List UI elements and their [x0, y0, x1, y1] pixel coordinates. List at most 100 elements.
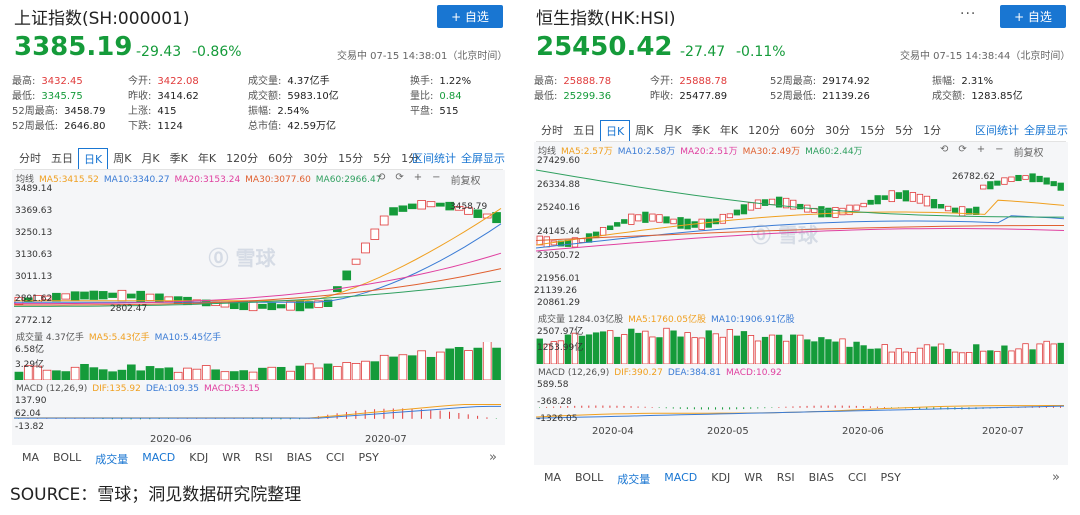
candle: [951, 207, 959, 213]
indicator-more-button[interactable]: »: [489, 450, 497, 465]
redo-icon[interactable]: ⟳: [395, 172, 404, 183]
add-watchlist-button[interactable]: + 自选: [437, 5, 503, 28]
volume-bar: [80, 363, 89, 380]
indicator-成交量[interactable]: 成交量: [617, 473, 651, 486]
tab-60分[interactable]: 60分: [268, 152, 294, 165]
zoom-out-icon[interactable]: −: [995, 144, 1004, 155]
indicator-RSI[interactable]: RSI: [254, 451, 273, 464]
volume-bar: [902, 351, 910, 364]
macd-bar: [158, 418, 160, 420]
macd-bar: [630, 406, 632, 408]
stat-label: 52周最低:: [770, 91, 817, 102]
candle: [70, 291, 80, 301]
tab-年K[interactable]: 年K: [197, 152, 217, 165]
volume-bar: [621, 334, 628, 364]
kline-chart[interactable]: [14, 186, 505, 326]
redo-icon[interactable]: ⟳: [958, 144, 967, 155]
tab-120分[interactable]: 120分: [226, 152, 259, 165]
tab-季K[interactable]: 季K: [169, 152, 188, 165]
tab-五日[interactable]: 五日: [51, 152, 73, 165]
tab-周K[interactable]: 周K: [113, 152, 132, 165]
candle: [832, 206, 839, 218]
tab-分时[interactable]: 分时: [541, 124, 563, 137]
indicator-CCI[interactable]: CCI: [847, 471, 867, 484]
indicator-BOLL[interactable]: BOLL: [575, 471, 604, 484]
fullscreen-link[interactable]: 全屏显示: [461, 152, 505, 165]
macd-bar: [149, 418, 151, 420]
volume-bar: [248, 371, 258, 380]
add-watchlist-button[interactable]: + 自选: [1000, 5, 1066, 28]
volume-bar: [881, 344, 888, 364]
undo-icon[interactable]: ⟲: [377, 172, 386, 183]
zoom-in-icon[interactable]: +: [976, 144, 986, 155]
tab-60分[interactable]: 60分: [790, 124, 816, 137]
indicator-BIAS[interactable]: BIAS: [808, 471, 834, 484]
ma-line: [14, 268, 502, 306]
adjust-mode-button[interactable]: 前复权: [1013, 148, 1044, 159]
volume-bar: [1022, 343, 1029, 364]
volume-ma10: MA10:1906.91亿股: [711, 315, 795, 325]
volume-bar: [295, 365, 305, 380]
tab-1分[interactable]: 1分: [923, 124, 942, 137]
tab-120分[interactable]: 120分: [748, 124, 781, 137]
tab-30分[interactable]: 30分: [303, 152, 329, 165]
indicator-WR[interactable]: WR: [222, 451, 241, 464]
tab-30分[interactable]: 30分: [825, 124, 851, 137]
indicator-MACD[interactable]: MACD: [142, 451, 176, 464]
zoom-in-icon[interactable]: +: [413, 172, 423, 183]
indicator-RSI[interactable]: RSI: [776, 471, 795, 484]
indicator-CCI[interactable]: CCI: [325, 451, 345, 464]
macd-bar: [764, 407, 766, 409]
zoom-out-icon[interactable]: −: [432, 172, 441, 183]
candle: [267, 302, 277, 311]
fullscreen-link[interactable]: 全屏显示: [1024, 124, 1068, 137]
candle: [853, 204, 860, 211]
tab-5分[interactable]: 5分: [373, 152, 392, 165]
indicator-PSY[interactable]: PSY: [880, 471, 901, 484]
candle: [248, 301, 258, 312]
volume-bar: [492, 347, 501, 380]
candle: [389, 207, 398, 216]
stat-item: 平盘: 515: [410, 102, 458, 117]
tab-周K[interactable]: 周K: [635, 124, 654, 137]
macd-bar: [102, 418, 104, 420]
tab-1分[interactable]: 1分: [401, 152, 420, 165]
volume-bar: [571, 332, 579, 364]
indicator-PSY[interactable]: PSY: [358, 451, 379, 464]
tab-五日[interactable]: 五日: [573, 124, 595, 137]
kline-chart[interactable]: [536, 158, 1068, 308]
indicator-WR[interactable]: WR: [744, 471, 763, 484]
tab-15分[interactable]: 15分: [860, 124, 886, 137]
indicator-BOLL[interactable]: BOLL: [53, 451, 82, 464]
indicator-KDJ[interactable]: KDJ: [711, 471, 731, 484]
tab-日K[interactable]: 日K: [78, 148, 109, 169]
indicator-KDJ[interactable]: KDJ: [189, 451, 209, 464]
candle: [464, 207, 473, 215]
macd-axis-label: 137.90: [15, 396, 47, 406]
range-stats-link[interactable]: 区间统计: [975, 124, 1019, 137]
tab-5分[interactable]: 5分: [895, 124, 914, 137]
tab-季K[interactable]: 季K: [691, 124, 710, 137]
indicator-MACD[interactable]: MACD: [664, 471, 698, 484]
tab-分时[interactable]: 分时: [19, 152, 41, 165]
adjust-mode-button[interactable]: 前复权: [450, 176, 481, 187]
tab-15分[interactable]: 15分: [338, 152, 364, 165]
volume-bar: [33, 365, 42, 380]
undo-icon[interactable]: ⟲: [940, 144, 949, 155]
candle: [782, 197, 790, 209]
candle: [797, 203, 804, 210]
indicator-MA[interactable]: MA: [22, 451, 40, 464]
tab-日K[interactable]: 日K: [600, 120, 631, 141]
more-options-button[interactable]: ···: [960, 6, 977, 22]
macd-bar: [841, 405, 843, 408]
tab-月K[interactable]: 月K: [663, 124, 682, 137]
candle: [52, 292, 61, 302]
indicator-BIAS[interactable]: BIAS: [286, 451, 312, 464]
indicator-MA[interactable]: MA: [544, 471, 562, 484]
range-stats-link[interactable]: 区间统计: [412, 152, 456, 165]
tab-年K[interactable]: 年K: [719, 124, 739, 137]
price-axis-label: 3489.14: [15, 184, 53, 194]
indicator-成交量[interactable]: 成交量: [95, 453, 129, 466]
indicator-more-button[interactable]: »: [1052, 470, 1060, 485]
tab-月K[interactable]: 月K: [141, 152, 160, 165]
